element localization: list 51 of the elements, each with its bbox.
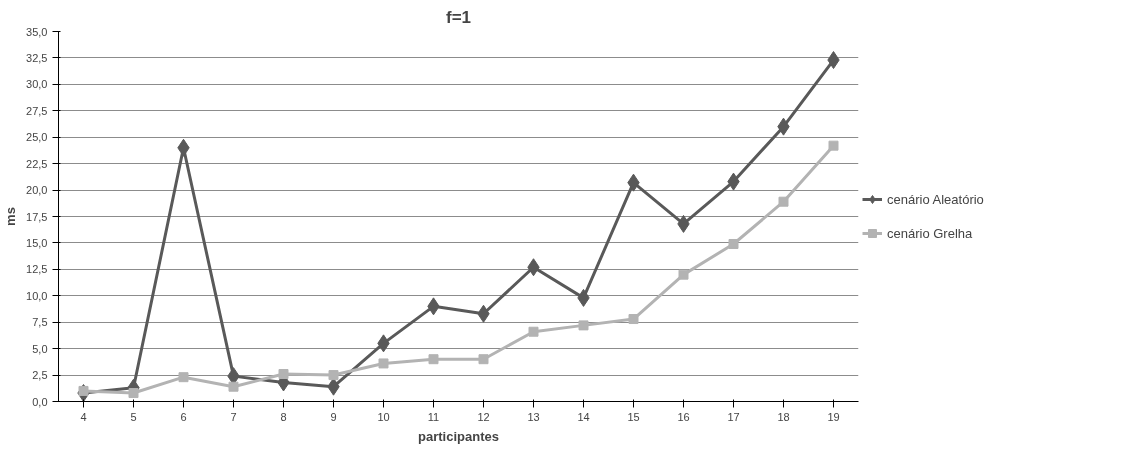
x-tick-label: 12 bbox=[477, 410, 490, 423]
x-tick-label: 15 bbox=[627, 410, 640, 423]
point bbox=[278, 369, 289, 380]
y-tick-label: 2,5 bbox=[32, 369, 48, 382]
y-tick-label: 25,0 bbox=[26, 131, 48, 144]
legend-label: cenário Aleatório bbox=[887, 191, 984, 207]
x-tick-label: 11 bbox=[427, 410, 440, 423]
y-axis-title: ms bbox=[3, 207, 19, 226]
x-tick-label: 4 bbox=[80, 410, 87, 423]
x-tick-label: 9 bbox=[330, 410, 337, 423]
x-tick-label: 14 bbox=[577, 410, 590, 423]
y-tick-label: 27,5 bbox=[26, 104, 48, 117]
point bbox=[478, 354, 489, 365]
point bbox=[628, 314, 639, 325]
point bbox=[728, 238, 739, 249]
legend-label: cenário Grelha bbox=[887, 225, 973, 241]
y-tick-label: 0,0 bbox=[32, 395, 48, 408]
chart-title: f=1 bbox=[445, 7, 472, 27]
point bbox=[328, 370, 339, 381]
y-tick-label: 30,0 bbox=[26, 78, 48, 91]
point bbox=[578, 320, 589, 331]
y-tick-label: 17,5 bbox=[26, 210, 48, 223]
y-tick-label: 12,5 bbox=[26, 263, 48, 276]
point bbox=[378, 358, 389, 369]
point bbox=[678, 269, 689, 280]
y-tick-label: 32,5 bbox=[26, 51, 48, 64]
x-tick-label: 10 bbox=[377, 410, 390, 423]
y-tick-label: 35,0 bbox=[26, 25, 48, 38]
point bbox=[528, 326, 539, 337]
y-tick-label: 22,5 bbox=[26, 157, 48, 170]
point bbox=[428, 354, 439, 365]
x-tick-label: 19 bbox=[827, 410, 840, 423]
point bbox=[228, 381, 239, 392]
x-axis-title: participantes bbox=[418, 428, 499, 444]
y-tick-label: 10,0 bbox=[26, 289, 48, 302]
y-tick-label: 7,5 bbox=[32, 316, 48, 329]
x-tick-label: 16 bbox=[677, 410, 690, 423]
x-tick-label: 7 bbox=[230, 410, 237, 423]
y-tick-label: 15,0 bbox=[26, 236, 48, 249]
point bbox=[178, 372, 189, 383]
x-tick-label: 6 bbox=[180, 410, 187, 423]
x-tick-label: 5 bbox=[130, 410, 137, 423]
x-tick-label: 17 bbox=[727, 410, 740, 423]
y-tick-label: 5,0 bbox=[32, 342, 48, 355]
point bbox=[778, 196, 789, 207]
x-tick-label: 8 bbox=[280, 410, 287, 423]
point bbox=[128, 388, 139, 399]
y-tick-label: 20,0 bbox=[26, 184, 48, 197]
x-tick-label: 13 bbox=[527, 410, 540, 423]
x-tick-label: 18 bbox=[777, 410, 790, 423]
point bbox=[828, 140, 839, 151]
